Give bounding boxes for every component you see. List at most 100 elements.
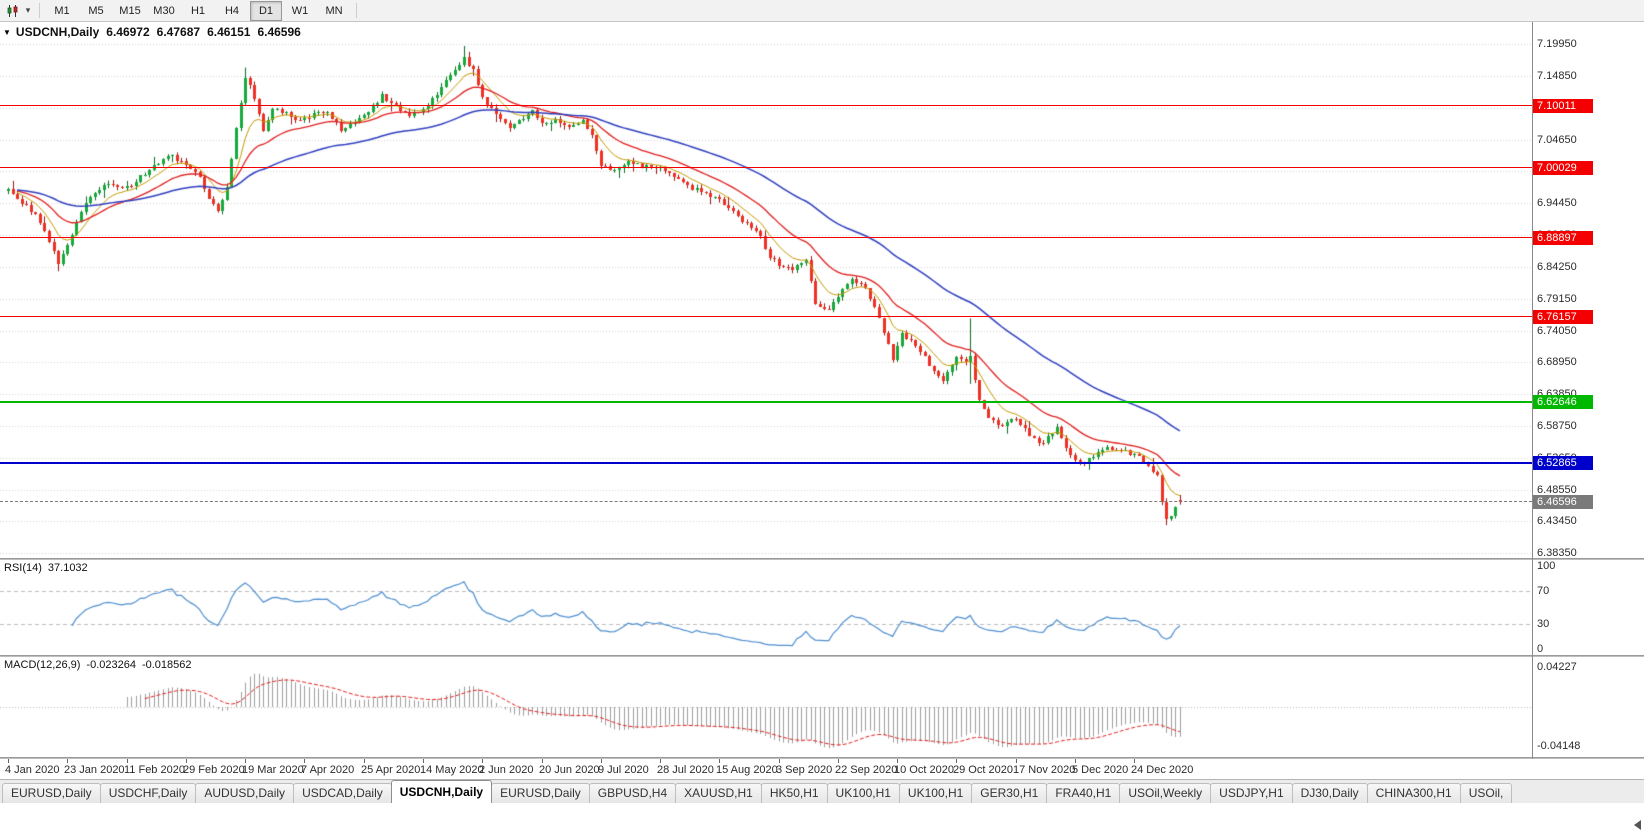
price-axis-tick: 6.68950 [1537,356,1577,369]
chart-tab-china300-h1[interactable]: CHINA300,H1 [1366,783,1461,803]
chart-tab-usoil[interactable]: USOil, [1459,783,1513,803]
chart-tab-eurusd-daily[interactable]: EURUSD,Daily [2,783,101,803]
toolbar-separator [356,3,357,18]
date-axis-label: 29 Feb 2020 [183,764,245,776]
chart-tab-audusd-daily[interactable]: AUDUSD,Daily [195,783,295,803]
date-axis-tick [1075,759,1076,763]
chart-high-value: 6.47687 [156,25,201,39]
chart-window: ▼ USDCNH,Daily 6.46972 6.47687 6.46151 6… [0,22,1644,779]
rsi-value: 37.1032 [47,562,88,574]
date-axis-label: 23 Jan 2020 [64,764,125,776]
main-chart-canvas[interactable] [0,22,1532,558]
date-axis-tick [127,759,128,763]
chart-tab-usdcad-daily[interactable]: USDCAD,Daily [293,783,392,803]
timeframe-button-m1[interactable]: M1 [54,4,70,17]
timeframe-button-w1[interactable]: W1 [291,4,309,17]
price-axis-tick: 7.19950 [1537,38,1577,51]
macd-signal-value: -0.018562 [141,659,192,671]
date-axis-label: 11 Feb 2020 [124,764,185,776]
date-axis-label: 19 Mar 2020 [242,764,304,776]
tab-scroll-left-icon[interactable] [1634,820,1641,830]
date-axis-tick [482,759,483,763]
timeframe-button-d1[interactable]: D1 [250,0,282,21]
toolbar-separator [39,3,40,18]
price-axis-tick: 6.74050 [1537,324,1577,337]
price-axis-tick: 6.43450 [1537,515,1577,528]
date-axis-label: 2 Jun 2020 [479,764,534,776]
pane-splitter[interactable] [0,757,1644,759]
hline-support-green[interactable] [0,400,1532,403]
chart-tab-ger30-h1[interactable]: GER30,H1 [971,783,1048,803]
chart-tab-gbpusd-h4[interactable]: GBPUSD,H4 [588,783,677,803]
timeframe-button-m15[interactable]: M15 [119,4,141,17]
chart-open-value: 6.46972 [106,25,150,39]
date-axis-tick [304,759,305,763]
hline-resistance-3[interactable] [0,236,1532,238]
timeframe-buttons: M1 M5 M15 M30 H1 H4 D1 W1 MN [45,0,351,21]
price-axis-tick: 6.84250 [1537,260,1577,273]
chart-tab-eurusd-daily[interactable]: EURUSD,Daily [491,783,590,803]
price-axis-tick: 7.14850 [1537,69,1577,82]
rsi-label: RSI(14) 37.1032 [4,562,88,574]
chart-tab-usdcnh-daily[interactable]: USDCNH,Daily [390,780,493,803]
chart-tab-hk50-h1[interactable]: HK50,H1 [760,783,828,803]
hline-resistance-4[interactable] [0,316,1532,318]
date-axis-tick [897,759,898,763]
rsi-canvas[interactable] [0,560,1532,655]
date-axis-label: 5 Dec 2020 [1072,764,1129,776]
rsi-axis-tick: 30 [1537,618,1550,631]
date-axis-label: 7 Apr 2020 [301,764,355,776]
price-axis-tick: 6.58750 [1537,420,1577,433]
price-axis-tick: 6.94450 [1537,197,1577,210]
timeframe-button-mn[interactable]: MN [325,4,343,17]
hline-resistance-2-price-label: 7.00029 [1533,161,1593,176]
rsi-pane: RSI(14) 37.1032 100 70 30 0 [0,560,1644,655]
rsi-axis-tick: 70 [1537,584,1550,597]
chart-low-value: 6.46151 [207,25,251,39]
timeframe-button-h1[interactable]: H1 [190,4,206,17]
hline-resistance-2[interactable] [0,167,1532,169]
chart-close-value: 6.46596 [257,25,301,39]
chart-tab-fra40-h1[interactable]: FRA40,H1 [1046,783,1121,803]
date-axis-tick [423,759,424,763]
candlestick-chart-icon[interactable] [4,2,22,20]
chart-tab-dj30-daily[interactable]: DJ30,Daily [1291,783,1368,803]
rsi-axis-tick: 0 [1537,643,1544,655]
hline-resistance-1[interactable] [0,105,1532,107]
collapse-arrow-icon[interactable]: ▼ [3,27,11,37]
chart-tab-uk100-h1[interactable]: UK100,H1 [826,783,900,803]
chart-tab-usoil-weekly[interactable]: USOil,Weekly [1119,783,1212,803]
current-price-line [0,500,1532,502]
axis-separator [1532,22,1533,759]
date-axis-label: 25 Apr 2020 [361,764,421,776]
timeframe-button-m30[interactable]: M30 [153,4,175,17]
pane-splitter[interactable] [0,655,1644,657]
date-axis-tick [186,759,187,763]
chart-tab-uk100-h1[interactable]: UK100,H1 [898,783,973,803]
current-price-label: 6.46596 [1533,494,1593,509]
chevron-down-icon[interactable]: ▾ [25,5,31,15]
date-axis-tick [779,759,780,763]
pane-splitter[interactable] [0,558,1644,560]
hline-resistance-4-price-label: 6.76157 [1533,310,1593,325]
date-axis-label: 10 Oct 2020 [894,764,954,776]
date-axis-label: 22 Sep 2020 [835,764,898,776]
date-axis-tick [660,759,661,763]
date-axis[interactable]: 4 Jan 2020 23 Jan 2020 11 Feb 2020 29 Feb 2… [0,759,1644,779]
chart-tab-usdjpy-h1[interactable]: USDJPY,H1 [1210,783,1293,803]
date-axis-label: 29 Oct 2020 [953,764,1013,776]
date-axis-label: 15 Aug 2020 [716,764,778,776]
date-axis-tick [601,759,602,763]
date-axis-tick [542,759,543,763]
hline-support-blue[interactable] [0,461,1532,464]
timeframe-button-m5[interactable]: M5 [88,4,104,17]
date-axis-tick [245,759,246,763]
price-axis-tick: 6.79150 [1537,292,1577,305]
chart-symbol-period: USDCNH,Daily [15,25,100,39]
macd-canvas[interactable] [0,657,1532,757]
macd-axis-top: 0.04227 [1537,660,1577,673]
hline-resistance-3-price-label: 6.88897 [1533,230,1593,245]
chart-tab-xauusd-h1[interactable]: XAUUSD,H1 [675,783,762,803]
chart-tab-usdchf-daily[interactable]: USDCHF,Daily [99,783,197,803]
timeframe-button-h4[interactable]: H4 [224,4,240,17]
